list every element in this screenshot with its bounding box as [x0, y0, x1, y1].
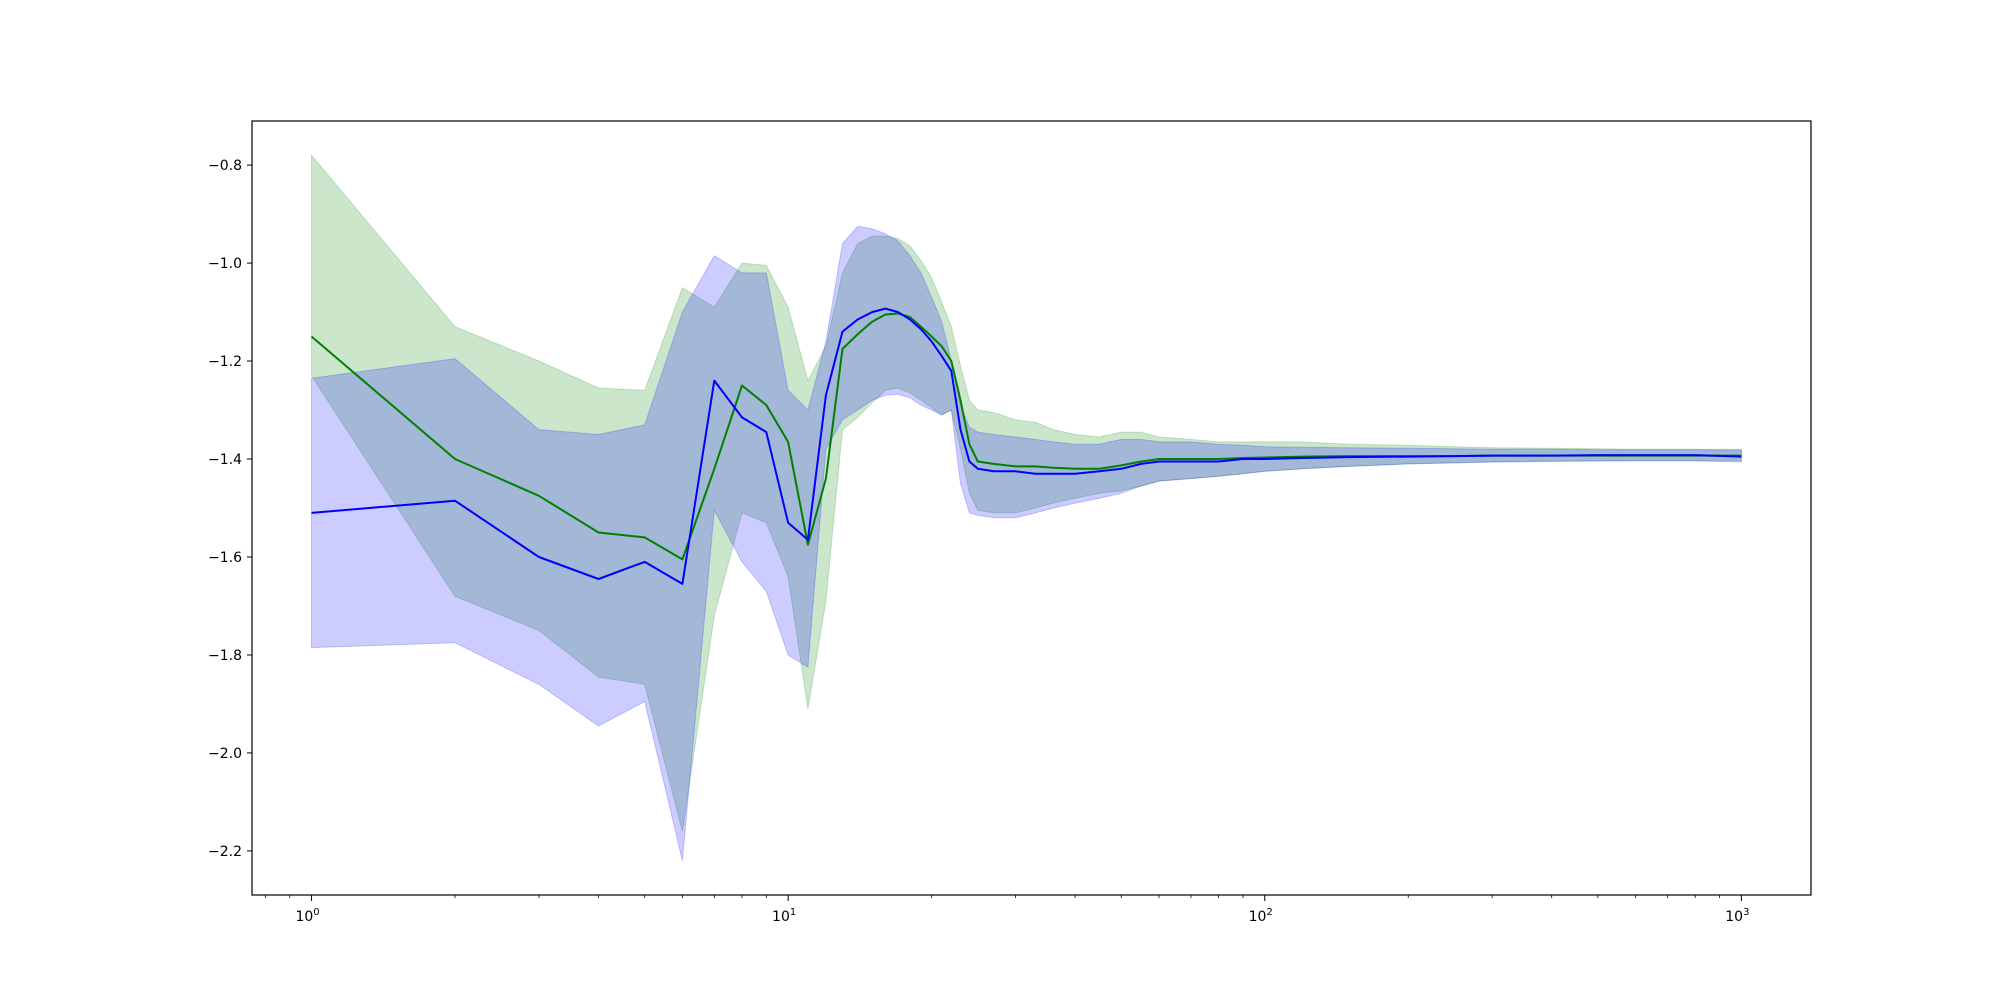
- series-lines: [310, 307, 1742, 585]
- y-tick-label: −1.8: [208, 648, 242, 664]
- x-tick-label: 100: [295, 907, 319, 925]
- band-series-2: [311, 225, 1742, 861]
- line-series-2: [311, 307, 1742, 585]
- y-tick-label: −1.4: [208, 452, 242, 468]
- confidence-bands: [311, 153, 1742, 861]
- x-tick-label: 101: [772, 907, 796, 925]
- y-tick-label: −2.2: [208, 844, 242, 860]
- plot-frame: [251, 120, 1812, 896]
- x-tick-label: 103: [1725, 907, 1749, 925]
- y-tick-label: −1.2: [208, 354, 242, 370]
- band-series-1: [311, 153, 1742, 832]
- y-tick-label: −2.0: [208, 746, 242, 762]
- y-tick-label: −1.6: [208, 550, 242, 566]
- x-axis: 100 101 102 103: [264, 895, 1749, 925]
- y-tick-label: −0.8: [208, 158, 242, 174]
- y-tick-label: −1.0: [208, 256, 242, 272]
- x-tick-label: 102: [1249, 907, 1273, 925]
- y-axis: −0.8 −1.0 −1.2 −1.4 −1.6 −1.8 −2.0 −2.2: [208, 158, 252, 860]
